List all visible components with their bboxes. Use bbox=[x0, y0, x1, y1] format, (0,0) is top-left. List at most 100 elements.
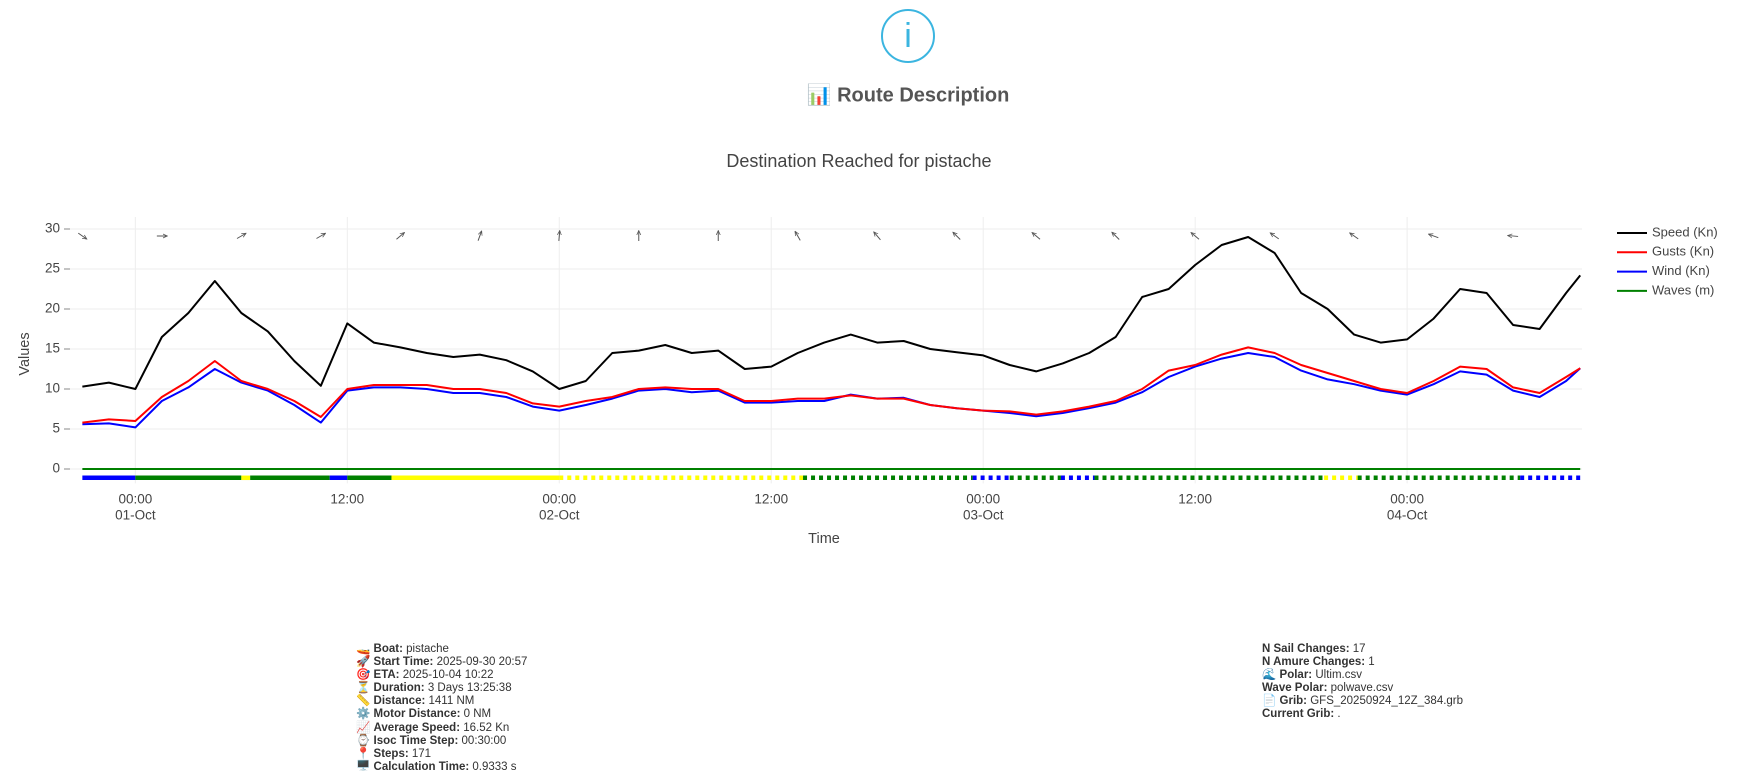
info-row: 📄 Grib: GFS_20250924_12Z_384.grb bbox=[1262, 695, 1463, 708]
info-label: Average Speed: bbox=[373, 721, 461, 734]
y-axis-label: Values bbox=[17, 332, 33, 375]
info-value: polwave.csv bbox=[1330, 682, 1394, 695]
x-tick-label: 00:00 bbox=[118, 492, 152, 507]
x-axis-label: Time bbox=[808, 531, 840, 547]
info-icon: ⚙️ bbox=[356, 708, 371, 721]
wind-arrow bbox=[77, 232, 86, 239]
wind-arrow bbox=[953, 232, 961, 240]
info-icon: 📈 bbox=[356, 721, 371, 734]
info-value: 00:30:00 bbox=[461, 734, 507, 747]
info-icon: 🚤 bbox=[356, 643, 371, 655]
info-value: 16.52 Kn bbox=[463, 721, 510, 734]
info-row: 🎯 ETA: 2025-10-04 10:22 bbox=[356, 669, 527, 682]
info-right: N Sail Changes: 17 N Amure Changes: 1 🌊 Po… bbox=[1262, 643, 1463, 722]
info-value: . bbox=[1337, 708, 1341, 721]
info-icon: 📏 bbox=[356, 695, 371, 708]
heading: 📊 Route Description bbox=[807, 82, 1010, 106]
y-tick-label: 20 bbox=[45, 301, 60, 316]
wind-arrow bbox=[795, 232, 801, 241]
info-icon bbox=[881, 9, 935, 63]
info-label: Distance: bbox=[373, 695, 426, 708]
info-label: Grib: bbox=[1279, 695, 1308, 708]
info-value: 1411 NM bbox=[428, 695, 475, 708]
info-row: 🌊 Polar: Ultim.csv bbox=[1262, 669, 1463, 682]
wind-arrow bbox=[1112, 232, 1120, 240]
x-tick-date: 02-Oct bbox=[539, 508, 580, 523]
info-row: 📈 Average Speed: 16.52 Kn bbox=[356, 722, 527, 735]
legend-label: Wind (Kn) bbox=[1652, 263, 1710, 278]
x-tick-label: 00:00 bbox=[542, 492, 576, 507]
info-icon: 🎯 bbox=[356, 669, 371, 682]
info-left: 🚤 Boat: pistache 🚀 Start Time: 2025-09-30… bbox=[356, 643, 527, 771]
info-row: N Amure Changes: 1 bbox=[1262, 656, 1463, 669]
x-tick-date: 01-Oct bbox=[115, 508, 156, 523]
y-tick-label: 5 bbox=[52, 421, 60, 436]
info-label: Isoc Time Step: bbox=[373, 734, 459, 747]
info-row: ⚙️ Motor Distance: 0 NM bbox=[356, 708, 527, 721]
info-value: pistache bbox=[406, 643, 449, 655]
info-label: Wave Polar: bbox=[1262, 682, 1328, 695]
x-tick-label: 00:00 bbox=[1390, 492, 1424, 507]
info-row: Wave Polar: polwave.csv bbox=[1262, 682, 1463, 695]
wind-arrow bbox=[559, 231, 560, 242]
x-tick-date: 04-Oct bbox=[1387, 508, 1428, 523]
info-row: 🚀 Start Time: 2025-09-30 20:57 bbox=[356, 656, 527, 669]
wind-arrow bbox=[1032, 233, 1041, 240]
x-tick-label: 12:00 bbox=[1178, 492, 1212, 507]
y-tick-label: 30 bbox=[45, 221, 60, 236]
info-row: 🖥️ Calculation Time: 0.9333 s bbox=[356, 761, 527, 771]
info-row: N Sail Changes: 17 bbox=[1262, 643, 1463, 656]
y-tick-label: 25 bbox=[45, 261, 60, 276]
info-value: 2025-10-04 10:22 bbox=[402, 669, 494, 682]
info-row: 📍 Steps: 171 bbox=[356, 748, 527, 761]
wind-arrow bbox=[396, 233, 404, 240]
info-value: Ultim.csv bbox=[1315, 669, 1362, 682]
info-icon: 📄 bbox=[1262, 695, 1277, 708]
info-value: 0 NM bbox=[463, 708, 492, 721]
info-icon: ⏳ bbox=[356, 682, 371, 695]
series-line bbox=[82, 346, 1581, 424]
info-icon: ⌚ bbox=[356, 734, 371, 747]
info-label: Polar: bbox=[1279, 669, 1313, 682]
info-label: Start Time: bbox=[373, 656, 434, 669]
info-value: 2025-09-30 20:57 bbox=[436, 656, 528, 669]
info-label: Motor Distance: bbox=[373, 708, 461, 721]
info-label: N Amure Changes: bbox=[1262, 656, 1366, 669]
info-icon-glyph: i bbox=[904, 17, 912, 55]
wind-arrow bbox=[1350, 233, 1359, 240]
wind-arrow bbox=[874, 232, 881, 241]
chart-title: Destination Reached for pistache bbox=[726, 151, 991, 171]
info-icon: 🖥️ bbox=[356, 760, 371, 771]
info-label: N Sail Changes: bbox=[1262, 643, 1350, 655]
info-row: 📏 Distance: 1411 NM bbox=[356, 695, 527, 708]
x-tick-date: 03-Oct bbox=[963, 508, 1004, 523]
info-value: 171 bbox=[411, 747, 432, 760]
x-tick-label: 00:00 bbox=[966, 492, 1000, 507]
info-value: 17 bbox=[1352, 643, 1366, 655]
y-tick-label: 0 bbox=[52, 461, 60, 476]
legend-label: Gusts (Kn) bbox=[1652, 244, 1714, 259]
info-row: 🚤 Boat: pistache bbox=[356, 643, 527, 656]
info-value: 0.9333 s bbox=[472, 760, 517, 771]
info-row: Current Grib: . bbox=[1262, 708, 1463, 721]
y-tick-label: 15 bbox=[45, 341, 60, 356]
legend-label: Waves (m) bbox=[1652, 282, 1714, 297]
wind-arrow bbox=[316, 234, 325, 239]
info-icon: 🚀 bbox=[356, 656, 371, 669]
x-tick-label: 12:00 bbox=[754, 492, 788, 507]
info-label: Boat: bbox=[373, 643, 403, 655]
x-tick-label: 12:00 bbox=[330, 492, 364, 507]
info-icon: 🌊 bbox=[1262, 669, 1277, 682]
wind-arrow bbox=[236, 234, 246, 239]
wind-arrow bbox=[1508, 236, 1519, 237]
info-label: Duration: bbox=[373, 682, 425, 695]
info-row: ⏳ Duration: 3 Days 13:25:38 bbox=[356, 682, 527, 695]
info-icon: 📍 bbox=[356, 747, 371, 760]
legend-label: Speed (Kn) bbox=[1652, 224, 1718, 239]
series-line bbox=[82, 352, 1581, 429]
wind-arrow bbox=[1191, 233, 1200, 240]
series-line bbox=[82, 236, 1582, 390]
wind-arrow bbox=[477, 231, 481, 241]
info-label: Calculation Time: bbox=[373, 760, 470, 771]
